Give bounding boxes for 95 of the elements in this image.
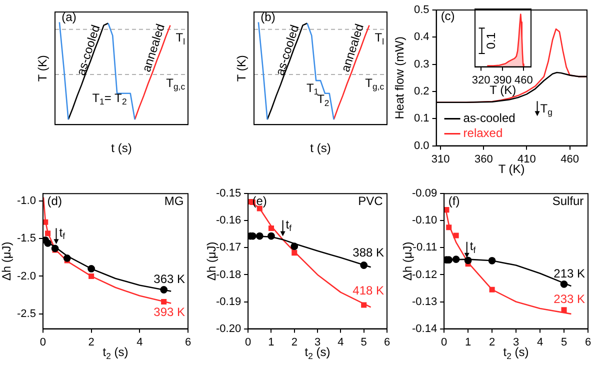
point [360,262,368,269]
point [160,286,168,294]
y-axis-title: Heat flow (mW) [392,36,407,120]
x-tick-label: 3 [314,336,321,348]
x-tick-label: 1 [465,336,472,348]
y-tick-label: 0.0 [414,140,430,152]
point [292,250,298,256]
annotation: (c) [440,9,455,24]
y-tick-label: 0.4 [414,31,430,44]
annotation: (a) [62,10,76,24]
annotation: (b) [260,10,276,24]
series-label: 363 K [154,272,185,286]
point [464,256,472,264]
x-tick-label: 320 [472,74,490,86]
y-axis-title: Δh (μJ) [204,242,218,281]
x-tick-label: 5 [560,336,568,348]
y-tick-label: -0.10 [412,214,438,227]
legend-label: as-cooled [463,111,516,126]
point [560,280,568,288]
annotation: 0.1 [484,32,498,50]
y-axis-title: Δh (μJ) [0,242,14,281]
x-tick-label: 5 [360,336,367,348]
y-tick-label: -0.14 [412,322,438,335]
point [63,254,71,262]
x-tick-label: 0 [245,336,252,348]
y-tick-label: -0.16 [216,214,242,227]
y-tick-label: 0.5 [414,4,430,16]
x-tick-label: 3 [512,336,520,348]
annotation: (f) [448,194,460,208]
y-tick-label: -2.5 [16,308,36,320]
x-tick-label: 0 [40,336,46,348]
point [452,256,460,264]
x-tick-label: 2 [291,336,298,348]
point [453,232,459,238]
y-tick-label: -0.20 [216,322,242,335]
y-tick-label: -0.18 [216,268,242,281]
series-label: 418 K [352,283,384,298]
y-tick-label: -0.09 [412,188,438,200]
point [488,256,496,264]
series-label: 388 K [352,246,384,260]
x-tick-label: 2 [488,336,496,348]
point [489,286,495,292]
y-axis-title: T (K) [234,55,248,82]
point [161,299,167,305]
annotation: (e) [252,194,267,208]
y-tick-label: -2.0 [16,270,36,282]
annotation: (d) [47,194,62,208]
legend-label: relaxed [463,126,503,140]
annotation: MG [164,194,184,208]
x-tick-label: 360 [474,153,493,166]
x-tick-label: 2 [88,336,94,348]
y-tick-label: 0.2 [414,86,430,98]
x-tick-label: 1 [268,336,274,348]
x-axis-title: t (s) [310,140,331,155]
x-tick-label: 6 [584,336,592,348]
x-tick-label: 4 [338,336,344,348]
point [44,239,52,247]
y-tick-label: -1.5 [16,232,36,245]
y-tick-label: -0.19 [216,296,242,308]
x-tick-label: 460 [560,153,579,166]
y-tick-label: -0.15 [216,188,242,200]
x-tick-label: 4 [536,336,544,348]
point [45,230,51,236]
point [361,302,367,308]
x-tick-label: 6 [184,336,192,348]
point [268,225,274,231]
x-axis-title: t (s) [111,140,132,155]
point [444,207,450,213]
point [88,273,94,279]
x-tick-label: 310 [431,153,450,166]
y-axis-title: Δh (μJ) [400,242,414,281]
y-tick-label: -0.13 [412,296,438,308]
x-tick-label: 0 [441,336,448,348]
y-tick-label: -0.17 [216,242,242,254]
point [51,244,59,252]
annotation: Sulfur [552,194,584,208]
annotation: PVC [358,194,384,208]
y-axis-title: T (K) [35,55,50,82]
point [446,224,452,230]
x-tick-label: 4 [136,336,143,348]
series-label: 233 K [554,292,585,306]
y-tick-label: -1.0 [16,195,36,208]
y-tick-label: 0.1 [414,112,430,125]
x-tick-label: 6 [384,336,390,348]
point [290,242,298,250]
series-label: 393 K [154,305,185,320]
x-tick-label: 460 [514,74,533,86]
point [268,232,275,240]
y-tick-label: -0.12 [412,268,438,281]
y-tick-label: 0.3 [414,58,430,70]
point [561,307,567,313]
y-tick-label: -0.11 [412,242,438,254]
series-label: 213 K [554,266,585,280]
point [256,232,264,240]
point [88,265,96,272]
